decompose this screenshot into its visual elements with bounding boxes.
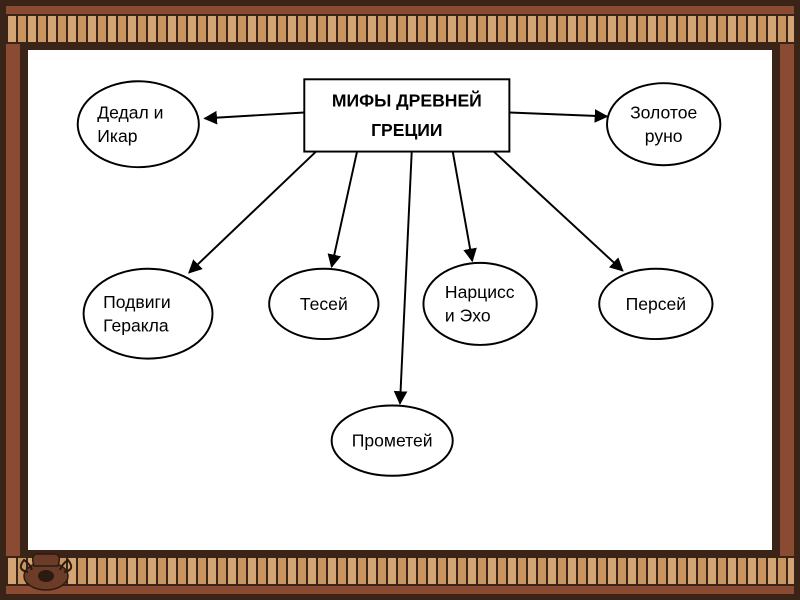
node-dedal xyxy=(78,81,199,167)
node-label-zoloto: Золотое xyxy=(630,102,697,122)
node-zoloto xyxy=(607,83,720,165)
node-label-promet: Прометей xyxy=(352,430,433,450)
node-label-dedal: Икар xyxy=(97,126,137,146)
node-label-persey: Персей xyxy=(626,294,687,314)
node-label-narciss: Нарцисс xyxy=(445,282,515,302)
edge xyxy=(400,152,412,404)
edge xyxy=(494,152,623,271)
node-label-gerakl: Геракла xyxy=(103,315,169,335)
node-label-gerakl: Подвиги xyxy=(103,292,171,312)
concept-map: МИФЫ ДРЕВНЕЙ ГРЕЦИИ Дедал и Икар Золотое рун… xyxy=(28,50,772,550)
node-label-dedal: Дедал и xyxy=(97,102,163,122)
edge xyxy=(332,152,357,267)
node-label-tesey: Тесей xyxy=(300,294,348,314)
center-title-line: МИФЫ ДРЕВНЕЙ xyxy=(332,90,482,111)
node-narciss xyxy=(423,263,536,345)
node-label-zoloto: руно xyxy=(645,126,683,146)
edge xyxy=(189,152,316,273)
greek-pattern-bottom xyxy=(6,556,794,586)
decorative-frame: МИФЫ ДРЕВНЕЙ ГРЕЦИИ Дедал и Икар Золотое рун… xyxy=(0,0,800,600)
greek-pattern-top xyxy=(6,14,794,44)
edge xyxy=(205,113,305,119)
amphora-icon xyxy=(10,548,82,592)
edge xyxy=(509,113,607,117)
edge xyxy=(453,152,473,261)
diagram-canvas: МИФЫ ДРЕВНЕЙ ГРЕЦИИ Дедал и Икар Золотое рун… xyxy=(28,50,772,550)
node-label-narciss: и Эхо xyxy=(445,305,491,325)
center-title-line: ГРЕЦИИ xyxy=(371,120,442,140)
node-gerakl xyxy=(84,269,213,359)
